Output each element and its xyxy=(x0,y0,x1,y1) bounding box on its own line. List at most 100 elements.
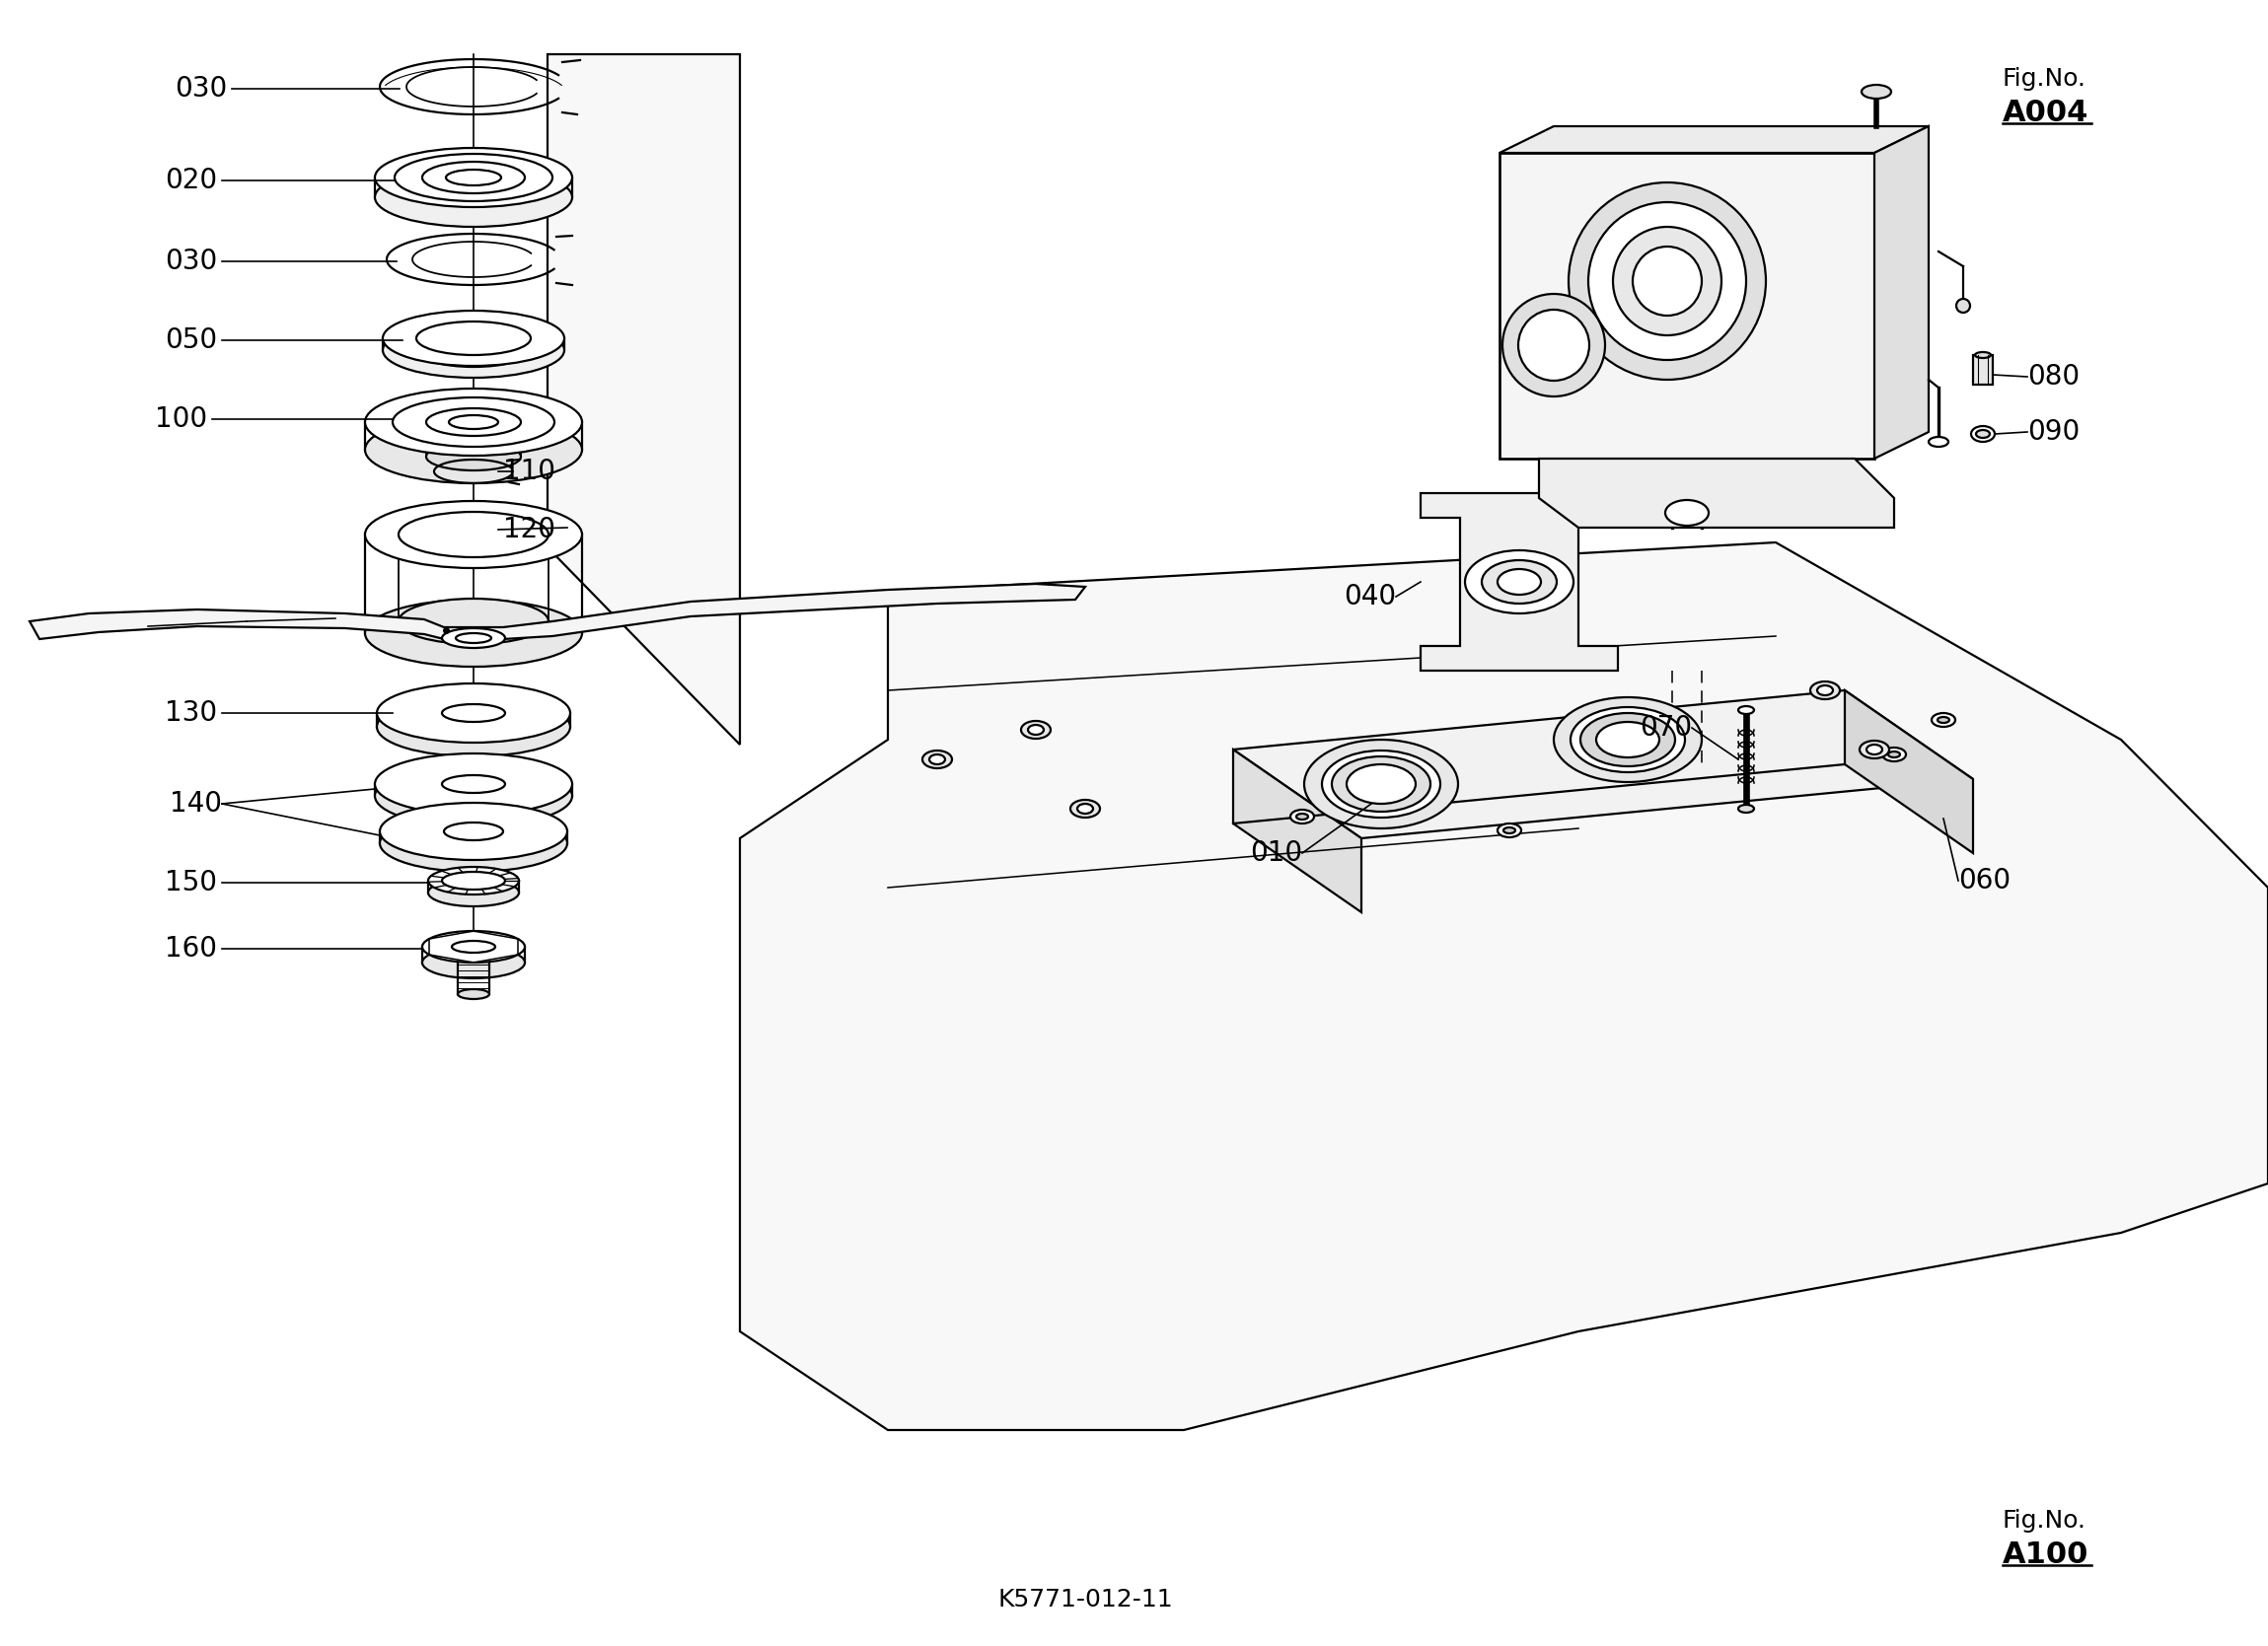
Ellipse shape xyxy=(374,168,572,227)
Ellipse shape xyxy=(930,754,946,764)
Ellipse shape xyxy=(1882,747,1905,762)
Polygon shape xyxy=(1234,749,1361,912)
Text: 070: 070 xyxy=(1640,714,1692,742)
Ellipse shape xyxy=(442,629,506,649)
Ellipse shape xyxy=(376,683,569,742)
Ellipse shape xyxy=(399,599,549,644)
Ellipse shape xyxy=(1504,828,1515,833)
Polygon shape xyxy=(1499,153,1873,459)
Ellipse shape xyxy=(1569,183,1767,380)
Ellipse shape xyxy=(429,879,519,907)
Ellipse shape xyxy=(374,754,572,815)
Text: 130: 130 xyxy=(166,700,218,728)
Ellipse shape xyxy=(422,161,524,193)
Text: 040: 040 xyxy=(1343,583,1395,611)
Polygon shape xyxy=(1420,494,1617,670)
Ellipse shape xyxy=(395,153,553,201)
Ellipse shape xyxy=(426,408,522,436)
Ellipse shape xyxy=(447,170,501,186)
Ellipse shape xyxy=(1860,741,1889,759)
Ellipse shape xyxy=(458,989,490,999)
Ellipse shape xyxy=(1021,721,1050,739)
Ellipse shape xyxy=(1737,805,1753,813)
Ellipse shape xyxy=(1070,800,1100,818)
Ellipse shape xyxy=(374,148,572,207)
Ellipse shape xyxy=(379,815,567,872)
Ellipse shape xyxy=(1597,723,1660,757)
Ellipse shape xyxy=(1077,803,1093,813)
Polygon shape xyxy=(1540,459,1894,528)
Ellipse shape xyxy=(1517,309,1590,380)
Ellipse shape xyxy=(1957,300,1971,313)
Ellipse shape xyxy=(1322,751,1440,818)
Ellipse shape xyxy=(1569,708,1685,772)
Ellipse shape xyxy=(383,323,565,377)
Ellipse shape xyxy=(449,625,499,640)
Polygon shape xyxy=(29,584,1084,639)
Polygon shape xyxy=(1973,356,1994,385)
Ellipse shape xyxy=(1331,757,1431,811)
Ellipse shape xyxy=(1465,550,1574,614)
Polygon shape xyxy=(1844,690,1973,853)
Ellipse shape xyxy=(1810,681,1839,700)
Ellipse shape xyxy=(442,775,506,793)
Ellipse shape xyxy=(422,946,524,978)
Polygon shape xyxy=(739,543,2268,1430)
Ellipse shape xyxy=(442,872,506,889)
Text: A004: A004 xyxy=(2003,99,2089,127)
Ellipse shape xyxy=(1304,739,1458,828)
Ellipse shape xyxy=(1481,560,1556,604)
Ellipse shape xyxy=(1613,227,1721,336)
Ellipse shape xyxy=(392,397,553,446)
Ellipse shape xyxy=(429,867,519,894)
Ellipse shape xyxy=(1581,713,1676,767)
Ellipse shape xyxy=(1290,810,1313,823)
Ellipse shape xyxy=(1588,202,1746,360)
Text: 060: 060 xyxy=(1957,867,2012,894)
Text: Fig.No.: Fig.No. xyxy=(2003,1509,2087,1532)
Ellipse shape xyxy=(1347,764,1415,803)
Text: 160: 160 xyxy=(166,935,218,963)
Text: 030: 030 xyxy=(175,76,227,102)
Ellipse shape xyxy=(379,803,567,859)
Text: 050: 050 xyxy=(166,326,218,354)
Text: 020: 020 xyxy=(166,166,218,194)
Ellipse shape xyxy=(1889,752,1901,757)
Ellipse shape xyxy=(376,698,569,757)
Ellipse shape xyxy=(445,823,503,839)
Ellipse shape xyxy=(365,599,583,667)
Ellipse shape xyxy=(1497,570,1540,594)
Ellipse shape xyxy=(456,634,492,644)
Ellipse shape xyxy=(1737,706,1753,714)
Ellipse shape xyxy=(1862,86,1892,99)
Ellipse shape xyxy=(1027,724,1043,734)
Ellipse shape xyxy=(1975,430,1989,438)
Polygon shape xyxy=(547,54,739,744)
Ellipse shape xyxy=(1665,500,1708,525)
Ellipse shape xyxy=(417,334,531,367)
Polygon shape xyxy=(1499,127,1928,153)
Ellipse shape xyxy=(422,932,524,963)
Ellipse shape xyxy=(383,311,565,365)
Text: 120: 120 xyxy=(503,515,556,543)
Text: A100: A100 xyxy=(2003,1541,2089,1569)
Text: Fig.No.: Fig.No. xyxy=(2003,67,2087,91)
Ellipse shape xyxy=(399,512,549,558)
Text: 090: 090 xyxy=(2028,418,2080,446)
Text: K5771-012-11: K5771-012-11 xyxy=(998,1588,1173,1611)
Ellipse shape xyxy=(1975,352,1991,357)
Text: 010: 010 xyxy=(1250,839,1302,867)
Ellipse shape xyxy=(451,942,494,953)
Ellipse shape xyxy=(417,321,531,356)
Ellipse shape xyxy=(449,415,499,430)
Ellipse shape xyxy=(1937,718,1950,723)
Ellipse shape xyxy=(923,751,953,769)
Text: 140: 140 xyxy=(170,790,222,818)
Ellipse shape xyxy=(1501,295,1606,397)
Ellipse shape xyxy=(1554,698,1701,782)
Ellipse shape xyxy=(365,416,583,484)
Text: 080: 080 xyxy=(2028,362,2080,390)
Polygon shape xyxy=(1234,690,1973,838)
Text: 100: 100 xyxy=(154,405,206,433)
Text: 110: 110 xyxy=(503,458,556,486)
